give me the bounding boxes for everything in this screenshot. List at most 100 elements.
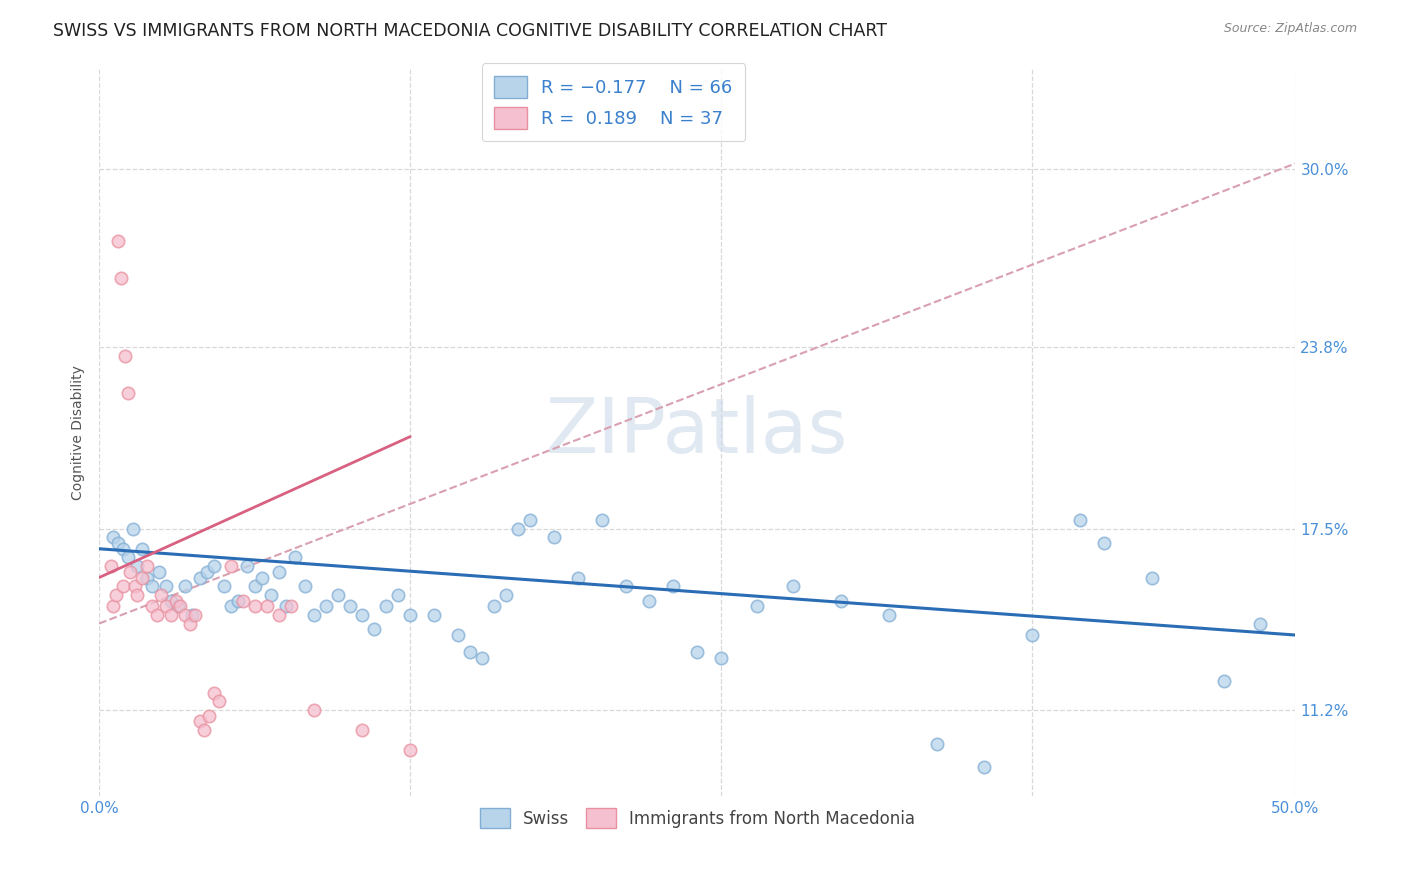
Point bbox=[136, 570, 159, 584]
Point bbox=[145, 607, 167, 622]
Point bbox=[202, 685, 225, 699]
Point bbox=[877, 607, 900, 622]
Point bbox=[110, 271, 132, 285]
Point bbox=[193, 723, 215, 737]
Point bbox=[169, 599, 191, 614]
Point bbox=[226, 593, 249, 607]
Point bbox=[188, 570, 211, 584]
Point bbox=[232, 593, 254, 607]
Point bbox=[117, 550, 139, 565]
Text: Source: ZipAtlas.com: Source: ZipAtlas.com bbox=[1223, 22, 1357, 36]
Point bbox=[423, 607, 446, 622]
Point bbox=[212, 579, 235, 593]
Point bbox=[458, 645, 481, 659]
Point bbox=[294, 579, 316, 593]
Point bbox=[830, 593, 852, 607]
Point bbox=[260, 588, 283, 602]
Point bbox=[284, 550, 307, 565]
Text: ZIPatlas: ZIPatlas bbox=[546, 395, 848, 469]
Point bbox=[198, 708, 221, 723]
Point bbox=[155, 599, 177, 614]
Point bbox=[174, 607, 197, 622]
Point bbox=[155, 579, 177, 593]
Text: SWISS VS IMMIGRANTS FROM NORTH MACEDONIA COGNITIVE DISABILITY CORRELATION CHART: SWISS VS IMMIGRANTS FROM NORTH MACEDONIA… bbox=[53, 22, 887, 40]
Point bbox=[745, 599, 768, 614]
Point bbox=[107, 536, 129, 550]
Point bbox=[352, 723, 374, 737]
Point bbox=[567, 570, 589, 584]
Point bbox=[117, 386, 139, 401]
Point bbox=[104, 588, 127, 602]
Point bbox=[471, 651, 494, 665]
Point bbox=[399, 743, 422, 757]
Point bbox=[638, 593, 661, 607]
Point bbox=[100, 559, 122, 574]
Point bbox=[219, 559, 242, 574]
Point bbox=[174, 579, 197, 593]
Point bbox=[352, 607, 374, 622]
Point bbox=[127, 588, 149, 602]
Point bbox=[202, 559, 225, 574]
Point bbox=[141, 599, 163, 614]
Point bbox=[662, 579, 685, 593]
Point bbox=[150, 588, 173, 602]
Point bbox=[1212, 674, 1234, 689]
Point bbox=[167, 599, 190, 614]
Point bbox=[131, 570, 153, 584]
Point bbox=[136, 559, 159, 574]
Point bbox=[328, 588, 350, 602]
Point bbox=[127, 559, 149, 574]
Point bbox=[160, 607, 183, 622]
Point bbox=[112, 579, 135, 593]
Point bbox=[614, 579, 637, 593]
Point bbox=[107, 234, 129, 248]
Point bbox=[1249, 616, 1271, 631]
Point bbox=[686, 645, 709, 659]
Point bbox=[179, 616, 201, 631]
Point bbox=[710, 651, 733, 665]
Point bbox=[1069, 513, 1091, 527]
Point bbox=[195, 565, 218, 579]
Point bbox=[267, 565, 290, 579]
Point bbox=[1092, 536, 1115, 550]
Point bbox=[267, 607, 290, 622]
Point bbox=[165, 593, 187, 607]
Point bbox=[219, 599, 242, 614]
Point bbox=[208, 694, 231, 708]
Point bbox=[121, 522, 143, 536]
Point bbox=[315, 599, 337, 614]
Point bbox=[304, 703, 326, 717]
Point bbox=[148, 565, 170, 579]
Point bbox=[250, 570, 273, 584]
Point bbox=[375, 599, 398, 614]
Point bbox=[304, 607, 326, 622]
Point bbox=[973, 760, 995, 774]
Point bbox=[1021, 628, 1043, 642]
Point bbox=[482, 599, 505, 614]
Point bbox=[131, 541, 153, 556]
Point bbox=[256, 599, 278, 614]
Point bbox=[103, 530, 125, 544]
Point bbox=[188, 714, 211, 729]
Point bbox=[591, 513, 613, 527]
Point bbox=[1140, 570, 1163, 584]
Point bbox=[363, 622, 385, 636]
Point bbox=[782, 579, 804, 593]
Point bbox=[543, 530, 565, 544]
Y-axis label: Cognitive Disability: Cognitive Disability bbox=[72, 365, 86, 500]
Point bbox=[519, 513, 541, 527]
Legend: Swiss, Immigrants from North Macedonia: Swiss, Immigrants from North Macedonia bbox=[472, 801, 922, 835]
Point bbox=[184, 607, 207, 622]
Point bbox=[112, 541, 135, 556]
Point bbox=[387, 588, 409, 602]
Point bbox=[447, 628, 470, 642]
Point bbox=[280, 599, 302, 614]
Point bbox=[114, 349, 136, 363]
Point bbox=[236, 559, 259, 574]
Point bbox=[339, 599, 361, 614]
Point bbox=[160, 593, 183, 607]
Point bbox=[103, 599, 125, 614]
Point bbox=[243, 599, 266, 614]
Point bbox=[274, 599, 297, 614]
Point bbox=[399, 607, 422, 622]
